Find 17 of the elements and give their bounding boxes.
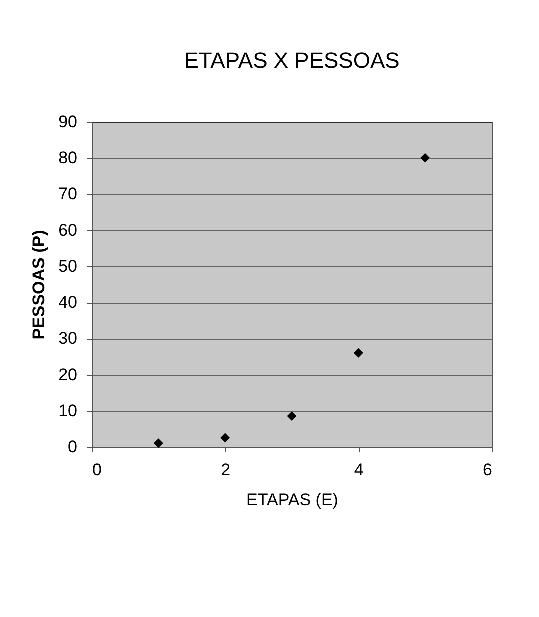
y-tick-label: 50 (58, 256, 78, 276)
y-tick-label: 0 (68, 438, 78, 456)
y-tick-label: 90 (58, 112, 78, 132)
x-tick-label: 6 (483, 460, 492, 480)
x-axis-title: ETAPAS (E) (246, 490, 338, 510)
x-tick-label: 4 (354, 460, 364, 480)
x-tick-label: 2 (221, 460, 231, 480)
y-tick-label: 60 (58, 220, 78, 240)
chart-title: ETAPAS X PESSOAS (184, 48, 400, 73)
y-tick-label: 70 (58, 184, 78, 204)
y-tick-label: 10 (58, 401, 78, 420)
y-tick-label: 80 (58, 148, 78, 168)
y-tick-label: 20 (58, 365, 78, 384)
y-tick-label: 40 (58, 293, 78, 312)
y-tick-label: 30 (58, 329, 78, 348)
x-tick-label: 0 (92, 460, 102, 480)
y-axis-title: PESSOAS (P) (30, 230, 49, 340)
